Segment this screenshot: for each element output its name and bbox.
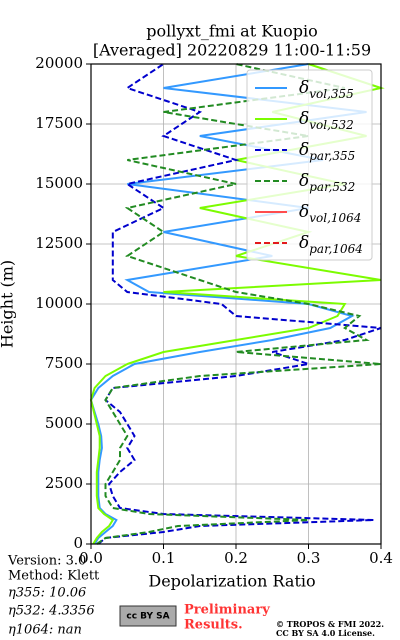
- x-tick-label: 0.1: [152, 549, 176, 567]
- logo-text: cc BY SA: [126, 612, 169, 622]
- y-tick-label: 5000: [45, 414, 83, 432]
- chart-title: pollyxt_fmi at Kuopio: [146, 22, 317, 41]
- info-text: η532: 4.3356: [8, 604, 95, 619]
- x-axis-label: Depolarization Ratio: [148, 572, 315, 591]
- profile-line: [97, 63, 382, 545]
- y-tick-label: 2500: [45, 474, 83, 492]
- y-tick-label: 15000: [35, 174, 83, 192]
- info-text: η355: 10.06: [8, 586, 86, 601]
- info-text: Version: 3.0: [7, 554, 86, 569]
- copyright-text: © TROPOS & FMI 2022.: [276, 619, 384, 629]
- y-axis-label: Height (m): [0, 260, 17, 348]
- legend-label: δpar,532: [299, 171, 355, 194]
- x-tick-label: 0.0: [79, 549, 103, 567]
- y-tick-label: 20000: [35, 54, 83, 72]
- legend-label: δvol,1064: [299, 202, 361, 225]
- preliminary-text: Preliminary: [184, 603, 270, 618]
- logo-box: [119, 605, 177, 627]
- legend-label: δvol,355: [299, 78, 354, 101]
- legend-label: δpar,355: [299, 140, 355, 163]
- plot-frame: [90, 63, 382, 545]
- y-tick-label: 0: [73, 534, 83, 552]
- y-tick-label: 17500: [35, 114, 83, 132]
- x-tick-label: 0.3: [297, 549, 321, 567]
- y-tick-label: 7500: [45, 354, 83, 372]
- preliminary-text: Results.: [184, 618, 243, 633]
- y-tick-label: 12500: [35, 234, 83, 252]
- x-tick-label: 0.2: [224, 549, 248, 567]
- info-text: η1064: nan: [8, 623, 82, 638]
- copyright-text: CC BY SA 4.0 License.: [276, 628, 375, 638]
- profile-line: [96, 63, 382, 545]
- legend-label: δpar,1064: [299, 233, 363, 256]
- y-tick-label: 10000: [35, 294, 83, 312]
- legend-label: δvol,532: [299, 109, 354, 132]
- info-text: Method: Klett: [8, 569, 100, 584]
- x-tick-label: 0.4: [369, 549, 393, 567]
- chart-subtitle: [Averaged] 20220829 11:00-11:59: [93, 41, 371, 60]
